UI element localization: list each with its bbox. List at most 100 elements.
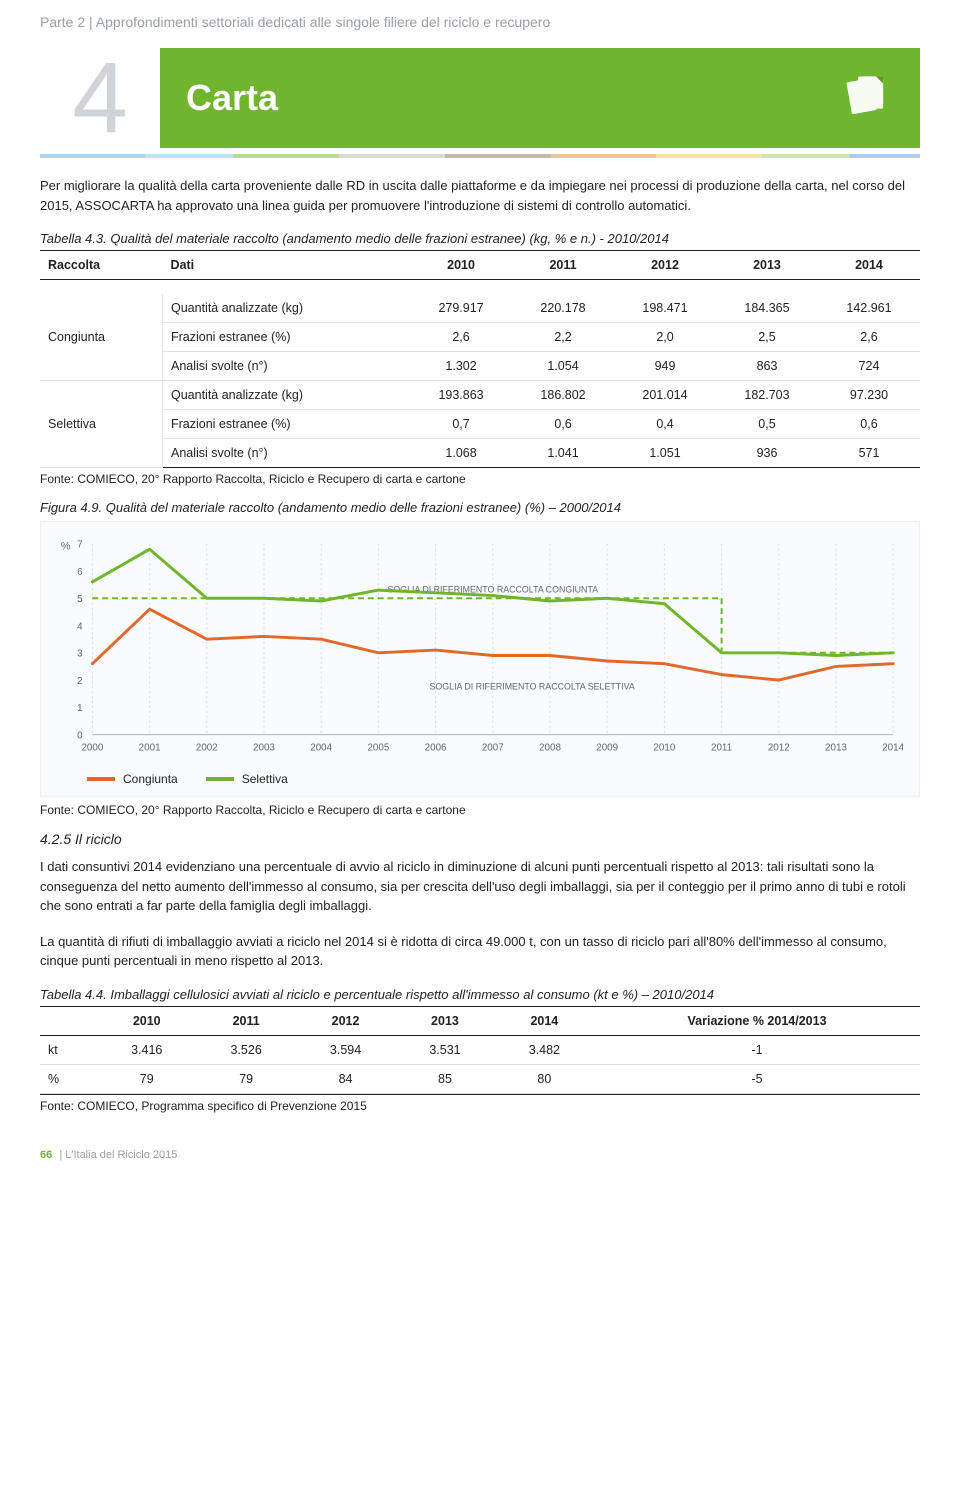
intro-paragraph: Per migliorare la qualità della carta pr… (40, 176, 920, 215)
table-row: CongiuntaQuantità analizzate (kg)279.917… (40, 294, 920, 323)
table-cell: Analisi svolte (n°) (163, 439, 411, 468)
table-header: 2010 (410, 251, 512, 280)
table-cell: 279.917 (410, 294, 512, 323)
page-footer: 66 | L'Italia del Riciclo 2015 (40, 1127, 920, 1161)
svg-text:3: 3 (77, 649, 83, 660)
section-heading: 4.2.5 Il riciclo (40, 831, 920, 847)
line-chart: %012345672000200120022003200420052006200… (57, 534, 903, 764)
svg-text:4: 4 (77, 621, 83, 632)
svg-text:2005: 2005 (367, 742, 389, 753)
table-cell: 1.068 (410, 439, 512, 468)
svg-text:7: 7 (77, 540, 82, 551)
svg-text:2008: 2008 (539, 742, 561, 753)
table-row: Frazioni estranee (%)2,62,22,02,52,6 (40, 323, 920, 352)
table-header (40, 1007, 97, 1036)
table-cell: 80 (495, 1064, 594, 1093)
chapter-hero: 4 Carta (40, 48, 920, 148)
table-header: Dati (163, 251, 411, 280)
table-cell: Frazioni estranee (%) (163, 323, 411, 352)
table-row: SelettivaQuantità analizzate (kg)193.863… (40, 381, 920, 410)
chapter-number: 4 (72, 48, 128, 148)
figure-4-9-source: Fonte: COMIECO, 20° Rapporto Raccolta, R… (40, 803, 920, 817)
table-cell: 2,0 (614, 323, 716, 352)
table-cell: 571 (818, 439, 920, 468)
table-header: 2014 (818, 251, 920, 280)
table-cell: 3.416 (97, 1035, 196, 1064)
breadcrumb: Parte 2 | Approfondimenti settoriali ded… (40, 0, 920, 48)
table-cell: 949 (614, 352, 716, 381)
svg-text:2006: 2006 (425, 742, 447, 753)
svg-text:2: 2 (77, 676, 82, 687)
paragraph-1: I dati consuntivi 2014 evidenziano una p… (40, 857, 920, 916)
svg-text:2011: 2011 (711, 742, 732, 753)
svg-text:%: % (61, 541, 71, 553)
table-cell: Quantità analizzate (kg) (163, 381, 411, 410)
svg-text:2012: 2012 (768, 742, 790, 753)
figure-4-9: %012345672000200120022003200420052006200… (40, 521, 920, 797)
table-cell: kt (40, 1035, 97, 1064)
table-cell: Frazioni estranee (%) (163, 410, 411, 439)
table-header: 2011 (196, 1007, 295, 1036)
table-row: Frazioni estranee (%)0,70,60,40,50,6 (40, 410, 920, 439)
table-cell: 1.051 (614, 439, 716, 468)
table-4-3-caption: Tabella 4.3. Qualità del materiale racco… (40, 231, 920, 246)
svg-text:6: 6 (77, 567, 83, 578)
table-header: 2014 (495, 1007, 594, 1036)
table-cell: 193.863 (410, 381, 512, 410)
table-header: 2013 (395, 1007, 494, 1036)
table-row: Analisi svolte (n°)1.0681.0411.051936571 (40, 439, 920, 468)
row-group: Selettiva (40, 381, 163, 468)
table-cell: 2,2 (512, 323, 614, 352)
paper-icon (840, 71, 894, 125)
table-cell: -1 (594, 1035, 920, 1064)
table-cell: 0,5 (716, 410, 818, 439)
table-cell: 2,6 (818, 323, 920, 352)
table-cell: Analisi svolte (n°) (163, 352, 411, 381)
svg-text:2014: 2014 (882, 742, 903, 753)
paragraph-2: La quantità di rifiuti di imballaggio av… (40, 932, 920, 971)
table-header: 2011 (512, 251, 614, 280)
table-cell: 2,6 (410, 323, 512, 352)
table-cell: 79 (196, 1064, 295, 1093)
table-cell: 3.482 (495, 1035, 594, 1064)
table-cell: 3.594 (296, 1035, 395, 1064)
table-cell: Quantità analizzate (kg) (163, 294, 411, 323)
table-cell: 3.526 (196, 1035, 295, 1064)
legend-selettiva: Selettiva (242, 772, 288, 786)
table-header: Variazione % 2014/2013 (594, 1007, 920, 1036)
table-cell: 184.365 (716, 294, 818, 323)
table-header: 2012 (614, 251, 716, 280)
table-cell: 97.230 (818, 381, 920, 410)
table-cell: 0,7 (410, 410, 512, 439)
divider (40, 154, 920, 158)
table-4-3-source: Fonte: COMIECO, 20° Rapporto Raccolta, R… (40, 472, 920, 486)
table-header: 2010 (97, 1007, 196, 1036)
table-cell: 863 (716, 352, 818, 381)
table-header: 2012 (296, 1007, 395, 1036)
svg-text:2013: 2013 (825, 742, 847, 753)
table-cell: 936 (716, 439, 818, 468)
table-header: 2013 (716, 251, 818, 280)
table-cell: 724 (818, 352, 920, 381)
svg-text:5: 5 (77, 594, 83, 605)
table-cell: 1.041 (512, 439, 614, 468)
legend-congiunta: Congiunta (123, 772, 178, 786)
svg-text:0: 0 (77, 731, 83, 742)
table-4-4: 20102011201220132014Variazione % 2014/20… (40, 1007, 920, 1094)
svg-text:2002: 2002 (196, 742, 218, 753)
table-cell: 0,6 (512, 410, 614, 439)
table-4-4-source: Fonte: COMIECO, Programma specifico di P… (40, 1099, 920, 1113)
table-cell: 0,6 (818, 410, 920, 439)
table-4-4-caption: Tabella 4.4. Imballaggi cellulosici avvi… (40, 987, 920, 1002)
table-cell: 1.302 (410, 352, 512, 381)
table-cell: 182.703 (716, 381, 818, 410)
table-cell: 201.014 (614, 381, 716, 410)
table-header: Raccolta (40, 251, 163, 280)
table-cell: 2,5 (716, 323, 818, 352)
table-cell: 85 (395, 1064, 494, 1093)
table-cell: 3.531 (395, 1035, 494, 1064)
svg-text:2004: 2004 (310, 742, 332, 753)
table-cell: 186.802 (512, 381, 614, 410)
chapter-title: Carta (186, 77, 278, 119)
svg-text:2001: 2001 (139, 742, 161, 753)
